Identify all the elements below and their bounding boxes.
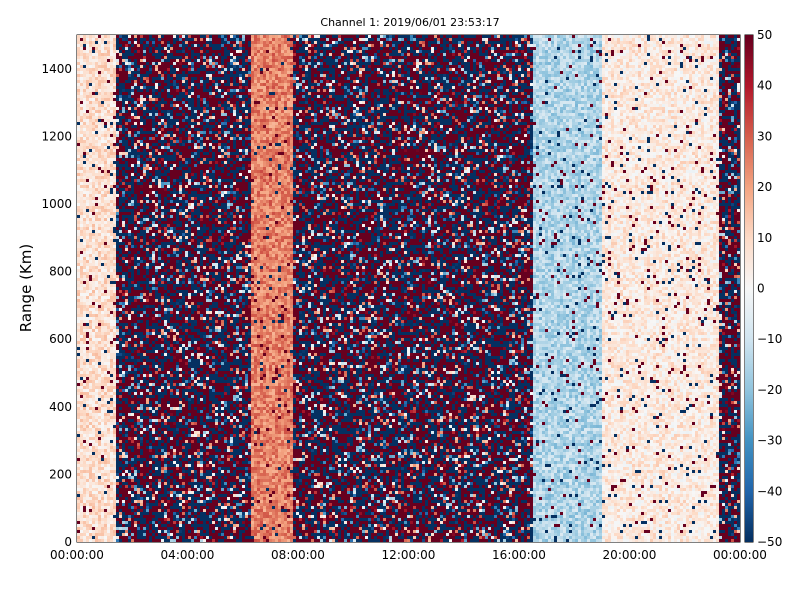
- colorbar: [745, 35, 753, 542]
- y-tick-label: 600: [49, 332, 72, 346]
- x-tick-label: 00:00:00: [713, 548, 767, 562]
- y-tick-label: 1200: [41, 129, 72, 143]
- y-axis-ticks: 0 200 400 600 800 1000 1200 1400: [41, 62, 740, 549]
- colorbar-tick-label: −30: [757, 434, 782, 448]
- colorbar-ticks: 50 40 30 20 10 0 −10 −20 −30 −40 −50: [749, 28, 782, 549]
- colorbar-tick-label: 10: [757, 231, 772, 245]
- x-axis-ticks: 00:00:00 04:00:00 08:00:00 12:00:00 16:00:00…: [50, 35, 767, 562]
- x-tick-label: 08:00:00: [271, 548, 325, 562]
- y-tick-label: 400: [49, 400, 72, 414]
- y-tick-label: 800: [49, 265, 72, 279]
- x-tick-label: 04:00:00: [161, 548, 215, 562]
- colorbar-tick-label: −40: [757, 484, 782, 498]
- colorbar-tick-label: 40: [757, 79, 772, 93]
- y-tick-label: 1400: [41, 62, 72, 76]
- x-tick-label: 16:00:00: [492, 548, 546, 562]
- y-tick-label: 200: [49, 467, 72, 481]
- x-tick-label: 20:00:00: [603, 548, 657, 562]
- y-axis-label: Range (Km): [17, 244, 35, 332]
- y-tick-label: 1000: [41, 197, 72, 211]
- x-tick-label: 00:00:00: [50, 548, 104, 562]
- chart-title: Channel 1: 2019/06/01 23:53:17: [320, 16, 499, 29]
- heatmap-canvas: [77, 35, 740, 542]
- colorbar-tick-label: −20: [757, 383, 782, 397]
- colorbar-tick-label: 50: [757, 28, 772, 42]
- colorbar-tick-label: −10: [757, 332, 782, 346]
- colorbar-tick-label: 20: [757, 180, 772, 194]
- x-tick-label: 12:00:00: [382, 548, 436, 562]
- colorbar-tick-label: 0: [757, 282, 765, 296]
- colorbar-tick-label: 30: [757, 129, 772, 143]
- y-tick-label: 0: [64, 535, 72, 549]
- colorbar-tick-label: −50: [757, 535, 782, 549]
